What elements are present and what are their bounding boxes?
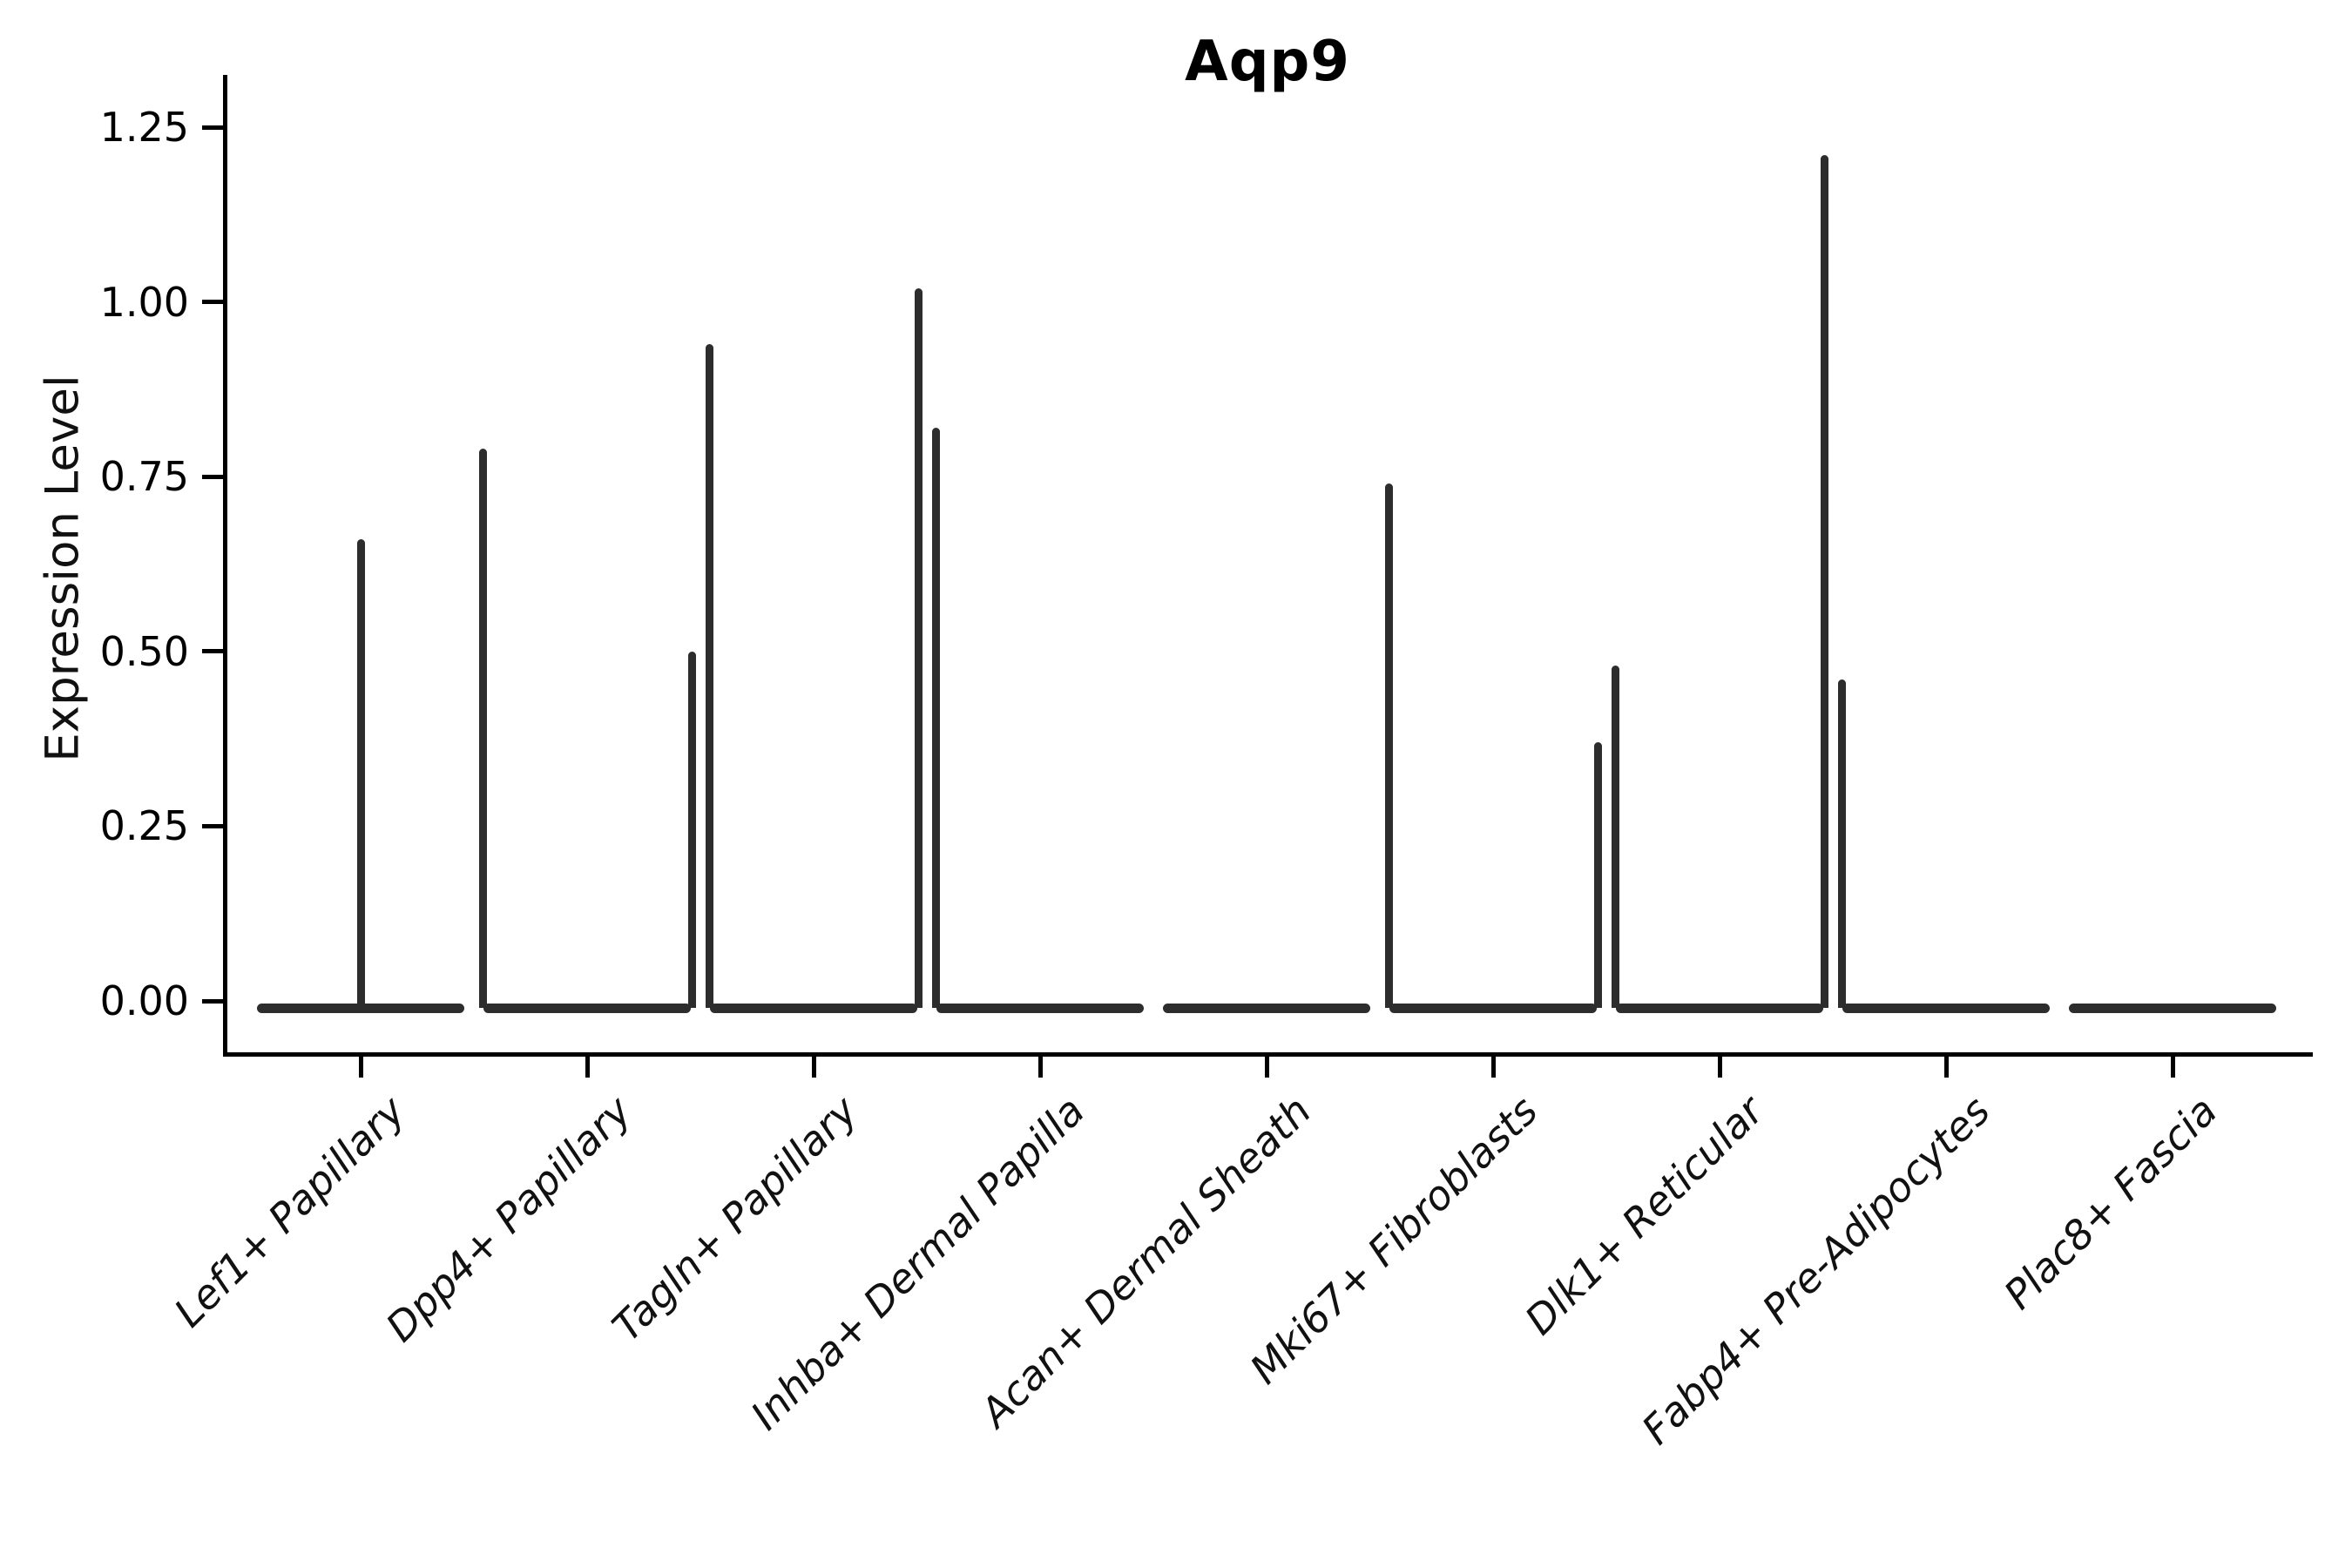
y-axis-label: Expression Level [36, 375, 90, 762]
x-tick-mark [1264, 1052, 1269, 1078]
y-tick-label: 1.00 [99, 278, 189, 326]
violin-spike [687, 651, 696, 1008]
chart-title: Aqp9 [1185, 30, 1350, 94]
y-tick-mark [202, 823, 225, 828]
x-axis-category-label: Dlk1+ Reticular [1516, 1086, 1774, 1344]
x-tick-mark [1717, 1052, 1722, 1078]
y-tick-label: 0.75 [99, 453, 189, 501]
y-tick-mark [202, 649, 225, 654]
y-tick-label: 1.25 [99, 104, 189, 151]
violin-spike [1611, 665, 1619, 1008]
violin-spike [705, 343, 713, 1008]
x-tick-mark [811, 1052, 816, 1078]
violin-baseline [1842, 1003, 2050, 1013]
x-tick-mark [2170, 1052, 2175, 1078]
violin-spike [931, 428, 940, 1008]
x-axis-category-label: Tagln+ Papillary [603, 1086, 868, 1351]
y-tick-mark [202, 474, 225, 479]
y-tick-label: 0.50 [99, 627, 189, 675]
violin-baseline [1163, 1003, 1370, 1013]
x-tick-mark [585, 1052, 590, 1078]
x-tick-mark [1490, 1052, 1496, 1078]
violin-baseline [2069, 1003, 2276, 1013]
x-axis-category-label: Plac8+ Fascia [1994, 1086, 2227, 1319]
violin-baseline [710, 1003, 917, 1013]
violin-baseline [483, 1003, 691, 1013]
y-tick-mark [202, 125, 225, 130]
violin-baseline [1616, 1003, 1823, 1013]
violin-baseline [936, 1003, 1144, 1013]
violin-spike [1384, 483, 1393, 1008]
y-tick-mark [202, 300, 225, 305]
x-axis-category-label: Lef1+ Papillary [165, 1086, 415, 1336]
violin-spike [356, 539, 365, 1008]
violin-spike [914, 287, 923, 1008]
violin-baseline [257, 1003, 464, 1013]
y-tick-label: 0.25 [99, 802, 189, 850]
x-tick-mark [358, 1052, 363, 1078]
violin-spike [1837, 679, 1846, 1008]
y-tick-label: 0.00 [99, 977, 189, 1024]
x-tick-mark [1037, 1052, 1043, 1078]
violin-spike [1820, 155, 1828, 1008]
x-tick-mark [1943, 1052, 1949, 1078]
y-axis-line [223, 75, 227, 1057]
violin-baseline [1389, 1003, 1597, 1013]
y-tick-mark [202, 998, 225, 1004]
violin-spike [478, 449, 487, 1008]
violin-spike [1593, 742, 1602, 1008]
x-axis-category-label: Dpp4+ Papillary [376, 1086, 641, 1351]
